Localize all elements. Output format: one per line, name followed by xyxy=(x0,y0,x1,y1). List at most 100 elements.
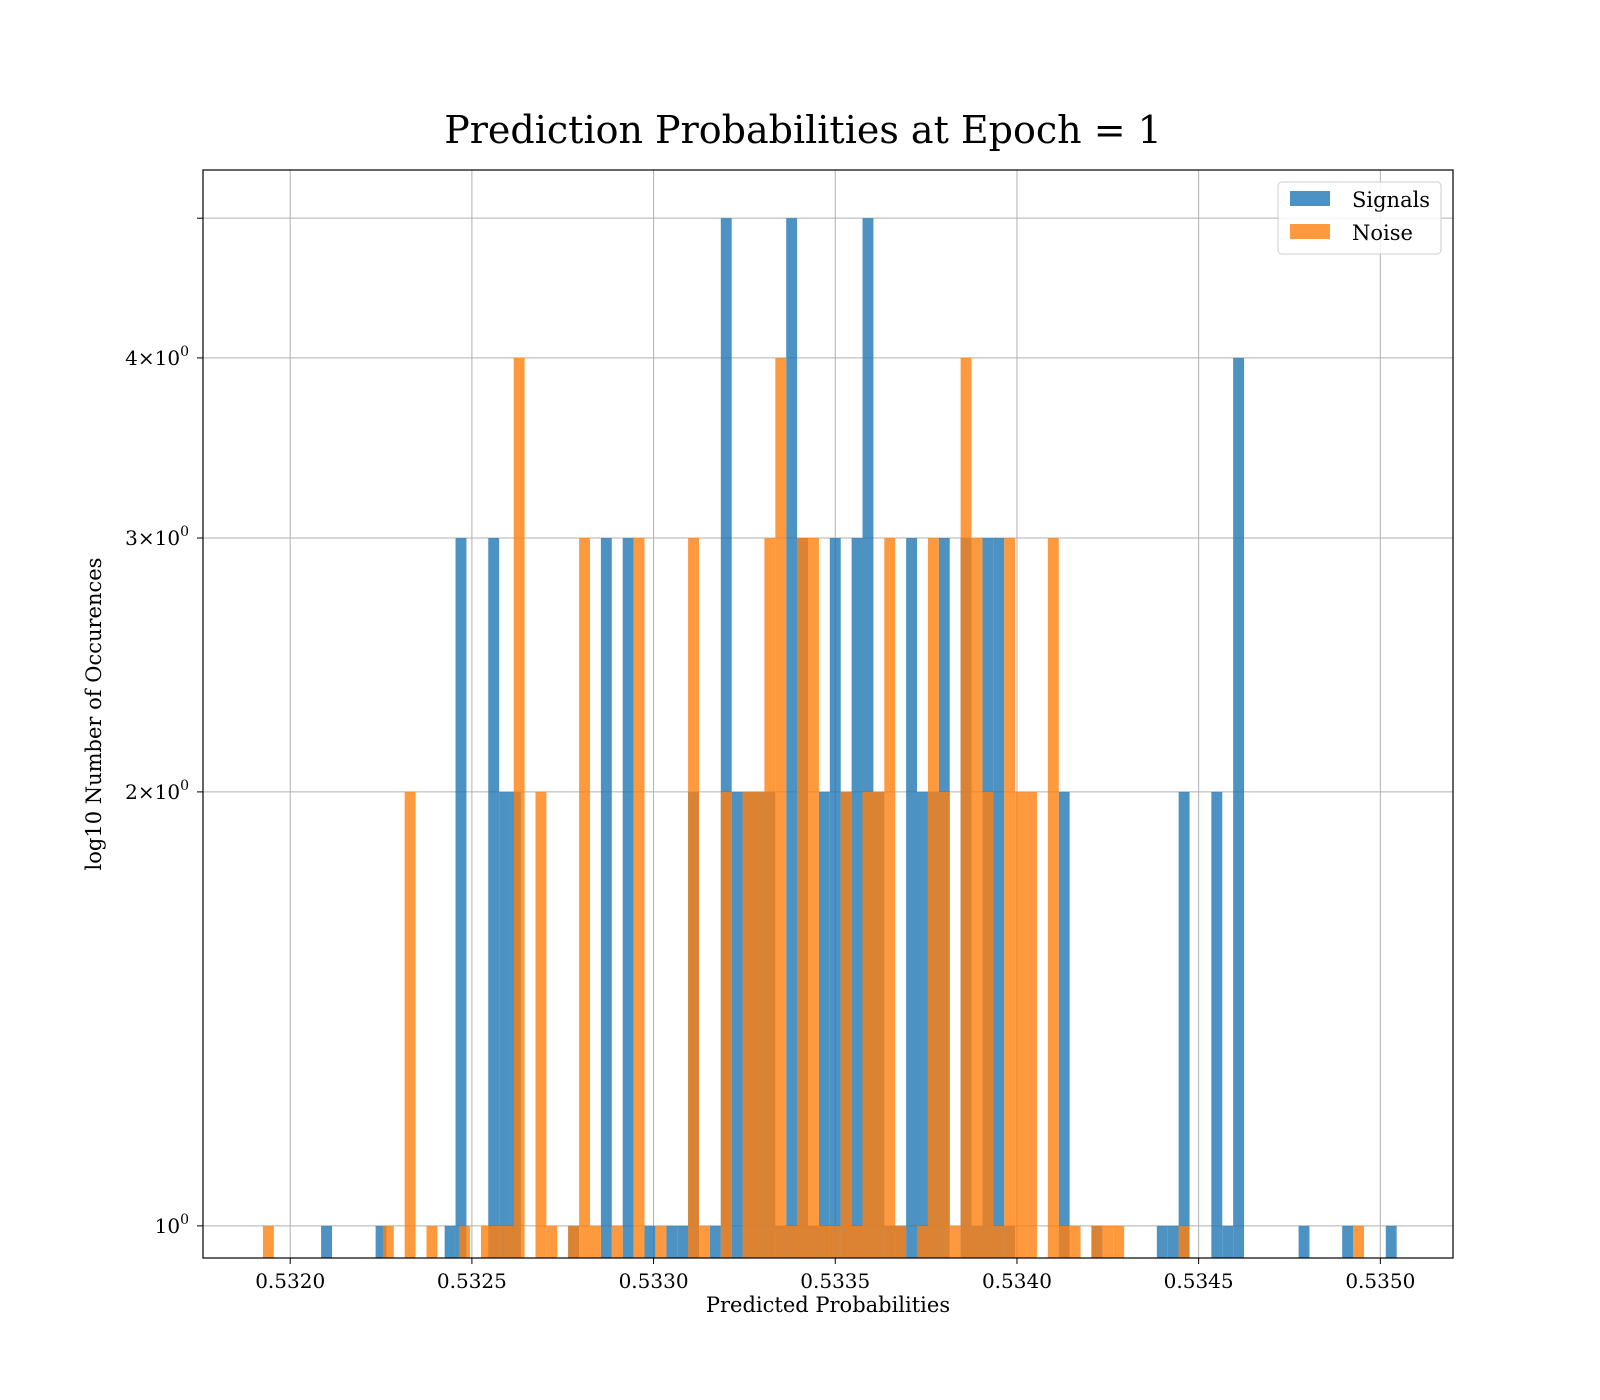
bar-noise xyxy=(502,1225,514,1258)
bar-noise xyxy=(927,538,939,1258)
bar-noise xyxy=(1178,1225,1190,1258)
y-tick-label: 4×100 xyxy=(125,344,189,370)
bar-signals xyxy=(1211,791,1223,1258)
axis-ticks: 0.5320 0.5325 0.5330 0.5335 0.5340 0.5345 0.53… xyxy=(125,217,1415,1293)
bar-noise xyxy=(851,1225,863,1258)
bar-noise xyxy=(1004,538,1016,1258)
legend-label-signals: Signals xyxy=(1352,188,1430,212)
bar-noise xyxy=(404,791,416,1258)
bar-signals xyxy=(1233,357,1245,1258)
bar-signals xyxy=(1222,1225,1234,1258)
bar-noise xyxy=(480,1225,492,1258)
bar-signals xyxy=(851,538,863,1258)
bar-noise xyxy=(1058,1225,1070,1258)
bar-noise xyxy=(753,791,765,1258)
bar-noise xyxy=(589,1225,601,1258)
x-tick-label: 0.5350 xyxy=(1345,1269,1415,1293)
bar-signals xyxy=(600,538,612,1258)
bar-noise xyxy=(459,1225,471,1258)
bar-noise xyxy=(742,791,754,1258)
bar-signals xyxy=(375,1225,387,1258)
bar-noise xyxy=(720,791,732,1258)
bar-noise xyxy=(829,1225,841,1258)
bar-signals xyxy=(1167,1225,1179,1258)
bar-signals xyxy=(862,218,874,1259)
bar-noise xyxy=(699,1225,710,1258)
bar-noise xyxy=(840,791,852,1258)
bar-signals xyxy=(917,791,928,1258)
bar-signals xyxy=(993,538,1005,1258)
bar-signals xyxy=(1156,1225,1168,1258)
bar-noise xyxy=(895,1225,907,1258)
x-tick-label: 0.5320 xyxy=(255,1269,325,1293)
bar-noise xyxy=(993,1225,1005,1258)
y-tick-label: 2×100 xyxy=(125,778,189,804)
bar-noise xyxy=(655,1225,667,1258)
y-tick-label: 3×100 xyxy=(125,524,189,550)
bar-noise xyxy=(611,1225,623,1258)
bar-noise xyxy=(884,538,896,1258)
bar-noise xyxy=(1102,1225,1114,1258)
bar-signals xyxy=(644,1225,656,1258)
x-tick-label: 0.5325 xyxy=(437,1269,507,1293)
bar-noise xyxy=(1047,538,1059,1258)
bar-noise xyxy=(960,357,972,1258)
bar-noise xyxy=(862,791,874,1258)
bar-signals xyxy=(321,1225,332,1258)
bar-noise xyxy=(633,538,645,1258)
bar-signals xyxy=(444,1225,456,1258)
bar-signals xyxy=(1385,1225,1397,1258)
bar-noise xyxy=(688,538,699,1258)
bar-noise xyxy=(426,1225,438,1258)
bar-noise xyxy=(568,1225,580,1258)
bar-noise xyxy=(1069,1225,1081,1258)
plot-area-frame xyxy=(202,169,1454,1259)
bar-noise xyxy=(1353,1225,1364,1258)
bar-signals xyxy=(455,538,467,1258)
bar-signals xyxy=(786,218,798,1259)
x-tick-label: 0.5330 xyxy=(619,1269,689,1293)
bar-noise xyxy=(1091,1225,1103,1258)
bar-noise xyxy=(971,538,983,1258)
bar-noise xyxy=(818,1225,830,1258)
y-axis-label: log10 Number of Occurences xyxy=(82,558,106,871)
bar-signals xyxy=(1298,1225,1310,1258)
bar-noise xyxy=(938,791,950,1258)
bar-signals xyxy=(666,1225,678,1258)
bar-signals xyxy=(906,538,918,1258)
y-tick-label: 100 xyxy=(155,1212,189,1238)
bar-signals xyxy=(1178,791,1190,1258)
bar-noise xyxy=(949,1225,961,1258)
bar-noise xyxy=(982,791,994,1258)
legend: Signals Noise xyxy=(1277,181,1442,255)
bar-noise xyxy=(764,538,776,1258)
bar-signals xyxy=(499,791,511,1258)
legend-swatch-noise xyxy=(1290,224,1330,239)
legend-label-noise: Noise xyxy=(1352,221,1413,245)
x-tick-label: 0.5345 xyxy=(1164,1269,1234,1293)
bar-signals xyxy=(622,538,634,1258)
bar-noise xyxy=(535,791,547,1258)
bar-noise xyxy=(513,357,525,1258)
bar-noise xyxy=(775,357,787,1258)
bar-noise xyxy=(491,1225,503,1258)
bar-signals xyxy=(720,218,732,1259)
x-tick-label: 0.5335 xyxy=(800,1269,870,1293)
legend-swatch-signals xyxy=(1290,191,1330,206)
bar-signals xyxy=(818,791,830,1258)
bar-signals xyxy=(677,1225,689,1258)
bar-noise xyxy=(797,538,809,1258)
bar-noise xyxy=(1015,791,1027,1258)
bar-noise xyxy=(786,1225,798,1258)
chart-title: Prediction Probabilities at Epoch = 1 xyxy=(444,108,1162,152)
bar-noise xyxy=(917,1225,928,1258)
bar-noise xyxy=(808,538,819,1258)
bar-signals xyxy=(829,538,841,1258)
bar-noise xyxy=(262,1225,274,1258)
bar-noise xyxy=(382,1225,394,1258)
bar-signals xyxy=(488,538,500,1258)
bar-noise xyxy=(1113,1225,1125,1258)
bar-noise xyxy=(873,791,885,1258)
x-tick-label: 0.5340 xyxy=(982,1269,1052,1293)
